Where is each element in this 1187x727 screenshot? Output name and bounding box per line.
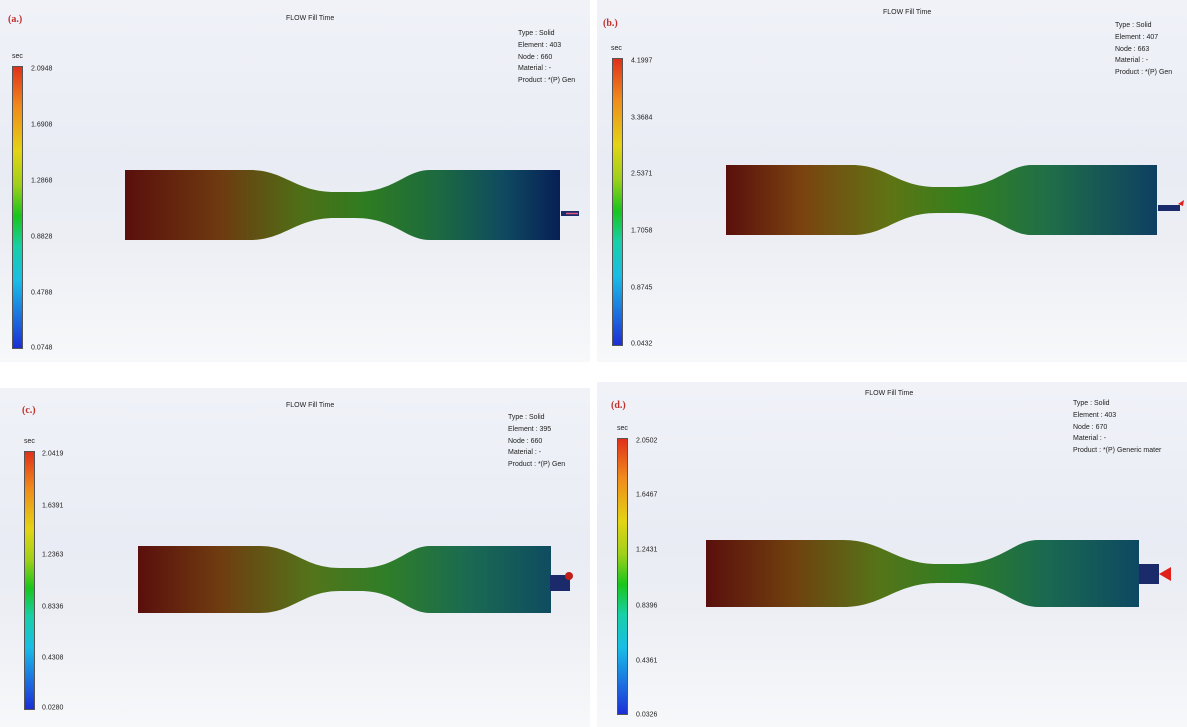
info-material: Material : -	[1115, 57, 1149, 65]
info-element: Element : 403	[1073, 411, 1117, 419]
scale-tick: 2.0502	[636, 437, 658, 445]
plot-title: FLOW Fill Time	[286, 15, 335, 22]
tensile-specimen	[138, 546, 573, 613]
info-element: Element : 407	[1115, 33, 1159, 41]
scale-unit-label: sec	[12, 53, 23, 60]
scale-tick: 0.0748	[31, 344, 53, 352]
info-product: Product : *(P) Generic mater	[1073, 447, 1162, 455]
panel-a: (a.) FLOW Fill Time sec 2.0948 1.6908 1.…	[0, 0, 590, 362]
scale-tick: 1.6467	[636, 491, 658, 499]
info-type: Type : Solid	[1115, 22, 1152, 29]
scale-tick: 0.4308	[42, 654, 64, 662]
info-product: Product : *(P) Gen	[1115, 69, 1173, 77]
plot-title: FLOW Fill Time	[883, 9, 932, 16]
tensile-specimen	[125, 170, 579, 240]
scale-tick: 1.7058	[631, 227, 653, 235]
probe-info: Type : Solid Element : 403 Node : 660 Ma…	[518, 28, 575, 87]
info-node: Node : 660	[508, 437, 543, 445]
panel-c: (c.) FLOW Fill Time sec 2.0419 1.6391 1.…	[0, 388, 590, 727]
info-product: Product : *(P) Gen	[518, 77, 576, 85]
panel-d: (d.) FLOW Fill Time sec 2.0502 1.6467 1.…	[597, 382, 1187, 727]
panel-label: (b.)	[603, 18, 618, 29]
info-material: Material : -	[1073, 435, 1107, 443]
plot-title: FLOW Fill Time	[286, 402, 335, 409]
tensile-specimen	[726, 165, 1184, 235]
info-node: Node : 663	[1115, 45, 1150, 53]
color-scale-bar	[24, 451, 35, 710]
scale-tick: 0.4361	[636, 657, 658, 665]
scale-tick: 0.4788	[31, 289, 53, 297]
tensile-specimen	[706, 540, 1171, 607]
color-scale-bar	[617, 438, 628, 715]
scale-tick: 0.8745	[631, 284, 653, 292]
panel-label: (a.)	[8, 14, 23, 25]
scale-tick: 4.1997	[631, 57, 653, 65]
info-type: Type : Solid	[518, 30, 555, 37]
scale-tick: 3.3684	[631, 114, 653, 122]
info-type: Type : Solid	[1073, 400, 1110, 407]
scale-tick: 0.8336	[42, 603, 64, 611]
scale-tick: 0.8828	[31, 233, 53, 241]
scale-tick: 2.0419	[42, 450, 64, 458]
scale-unit-label: sec	[24, 438, 35, 445]
color-scale-bar	[12, 66, 23, 349]
scale-tick: 0.8396	[636, 602, 658, 610]
info-node: Node : 670	[1073, 423, 1108, 431]
scale-unit-label: sec	[617, 425, 628, 432]
scale-tick: 0.0326	[636, 711, 658, 719]
probe-info: Type : Solid Element : 395 Node : 660 Ma…	[508, 412, 565, 471]
info-material: Material : -	[508, 449, 542, 457]
panel-b: (b.) FLOW Fill Time sec 4.1997 3.3684 2.…	[597, 0, 1187, 362]
scale-tick: 2.0948	[31, 65, 53, 73]
info-element: Element : 403	[518, 41, 562, 49]
scale-tick: 0.0280	[42, 704, 64, 712]
color-scale-bar	[612, 58, 623, 346]
info-product: Product : *(P) Gen	[508, 461, 566, 469]
scale-tick: 0.0432	[631, 340, 653, 348]
probe-info: Type : Solid Element : 407 Node : 663 Ma…	[1115, 20, 1172, 79]
scale-tick: 1.2363	[42, 551, 64, 559]
scale-unit-label: sec	[611, 45, 622, 52]
scale-tick: 1.6391	[42, 502, 64, 510]
probe-info: Type : Solid Element : 403 Node : 670 Ma…	[1073, 398, 1161, 457]
plot-title: FLOW Fill Time	[865, 390, 914, 397]
scale-tick: 1.2868	[31, 177, 53, 185]
scale-tick: 2.5371	[631, 170, 653, 178]
info-element: Element : 395	[508, 425, 552, 433]
scale-tick: 1.6908	[31, 121, 53, 129]
info-type: Type : Solid	[508, 414, 545, 421]
panel-label: (d.)	[611, 400, 626, 411]
scale-tick: 1.2431	[636, 546, 658, 554]
info-material: Material : -	[518, 65, 552, 73]
panel-label: (c.)	[22, 405, 36, 416]
info-node: Node : 660	[518, 53, 553, 61]
